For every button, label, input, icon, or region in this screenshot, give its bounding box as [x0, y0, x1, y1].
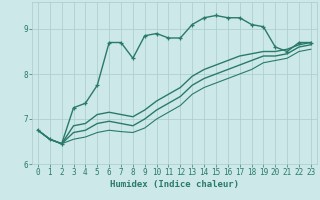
- X-axis label: Humidex (Indice chaleur): Humidex (Indice chaleur): [110, 180, 239, 189]
